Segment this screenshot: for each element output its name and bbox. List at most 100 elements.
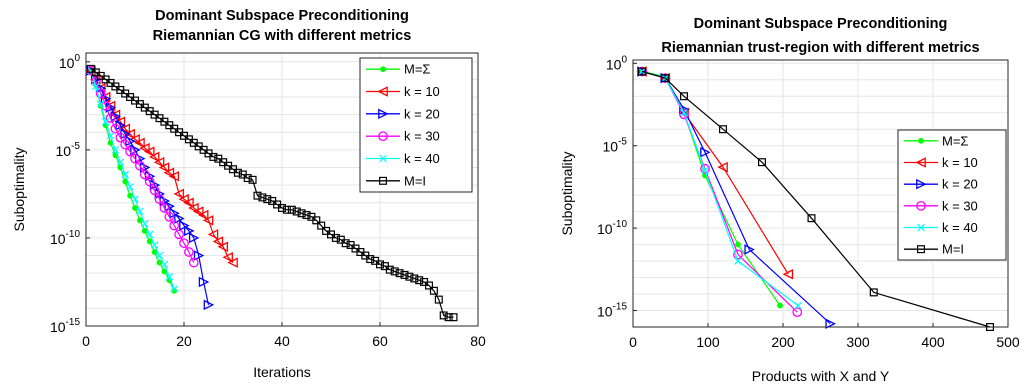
data-point xyxy=(222,252,233,263)
chart-title-line-2: Riemannian trust-region with different m… xyxy=(661,40,979,56)
series-line xyxy=(90,70,210,306)
legend-label: k = 40 xyxy=(942,220,978,235)
legend-label: k = 10 xyxy=(942,155,978,170)
data-point xyxy=(679,92,688,101)
data-point xyxy=(188,232,200,244)
data-point xyxy=(146,238,153,245)
x-tick-label: 0 xyxy=(629,334,637,350)
data-point xyxy=(193,250,205,261)
data-point xyxy=(243,174,252,183)
data-point xyxy=(425,281,434,290)
legend-item: k = 30 xyxy=(904,198,978,213)
data-point xyxy=(701,166,709,175)
data-point xyxy=(198,276,210,288)
legend-label: M=I xyxy=(942,242,964,257)
data-point xyxy=(160,260,169,269)
data-point xyxy=(110,111,122,122)
data-point xyxy=(297,209,306,218)
x-tick-label: 0 xyxy=(82,333,90,349)
data-point xyxy=(439,311,448,320)
legend-marker xyxy=(916,178,927,190)
legend-box xyxy=(359,57,473,193)
data-point xyxy=(700,163,710,174)
data-point xyxy=(331,233,340,242)
legend-item: M=Σ xyxy=(904,133,968,148)
data-point xyxy=(661,74,670,83)
x-tick-label: 40 xyxy=(274,333,290,349)
data-point xyxy=(155,251,164,260)
chart-panel-1: 0 20 40 60 80 100 10-5 10-10 10-15 Dominant Subsp… xyxy=(11,8,486,380)
chart-panel-2: 0 100 200 300 400 500 100 10-5 10-10 10-15 Dominan… xyxy=(559,16,1020,384)
series-2 xyxy=(85,65,238,268)
legend-item: M=I xyxy=(366,173,426,188)
x-axis-label: Products with X and Y xyxy=(752,368,890,384)
chart-title-line-2: Riemannian CG with different metrics xyxy=(153,28,412,44)
legend-item: k = 10 xyxy=(904,155,978,170)
legend-label: M=I xyxy=(404,173,426,188)
data-point xyxy=(733,249,743,260)
data-point xyxy=(248,175,257,184)
y-axis-label: Suboptimality xyxy=(559,151,575,235)
x-tick-label: 500 xyxy=(996,334,1020,350)
data-point xyxy=(148,151,160,163)
data-point xyxy=(106,132,115,140)
legend-item: k = 20 xyxy=(904,177,978,192)
data-point xyxy=(137,217,143,224)
data-point xyxy=(158,162,170,173)
data-point xyxy=(95,88,106,99)
y-tick-label: 10-10 xyxy=(50,229,80,247)
y-tick-label: 10-10 xyxy=(597,219,627,237)
data-point xyxy=(183,197,194,208)
data-point xyxy=(209,152,218,161)
data-point xyxy=(136,207,144,216)
data-point xyxy=(156,259,163,266)
data-point xyxy=(807,214,816,223)
data-point xyxy=(217,241,229,252)
data-point xyxy=(173,188,184,200)
data-point xyxy=(825,318,836,329)
axes-frame xyxy=(632,59,1009,328)
legend-marker xyxy=(916,200,926,211)
data-point xyxy=(429,286,438,295)
data-point xyxy=(184,247,194,257)
data-point xyxy=(287,205,296,214)
data-point xyxy=(144,176,155,187)
chart-title-line-1: Dominant Subspace Preconditioning xyxy=(155,8,409,24)
x-tick-label: 300 xyxy=(846,334,870,350)
data-point xyxy=(203,299,215,311)
data-point xyxy=(735,241,741,248)
data-point xyxy=(317,221,326,230)
y-tick-label: 100 xyxy=(606,54,628,72)
y-tick-label: 10-5 xyxy=(603,137,628,155)
legend-item: k = 40 xyxy=(366,151,440,166)
series-line xyxy=(90,70,195,263)
data-point xyxy=(734,257,742,265)
data-point xyxy=(227,257,238,268)
data-point xyxy=(153,156,165,168)
data-point xyxy=(395,269,404,278)
data-point xyxy=(139,142,150,154)
legend-label: k = 30 xyxy=(942,198,978,213)
data-point xyxy=(110,123,121,134)
legend-marker xyxy=(379,176,388,185)
legend-item: k = 10 xyxy=(366,84,440,99)
series-6 xyxy=(86,64,458,322)
data-point xyxy=(119,123,131,134)
data-point xyxy=(165,272,174,281)
data-point xyxy=(145,230,154,239)
data-point xyxy=(116,158,125,166)
data-point xyxy=(405,272,414,281)
data-point xyxy=(233,168,242,177)
legend-label: M=Σ xyxy=(404,62,430,77)
data-point xyxy=(141,227,148,234)
data-point xyxy=(150,241,159,249)
data-point xyxy=(757,158,766,167)
data-point xyxy=(126,183,134,191)
x-tick-label: 80 xyxy=(470,333,486,349)
data-point xyxy=(130,144,141,156)
data-point xyxy=(164,211,175,222)
data-point xyxy=(282,205,291,214)
data-point xyxy=(105,113,116,124)
legend-marker xyxy=(378,131,388,142)
